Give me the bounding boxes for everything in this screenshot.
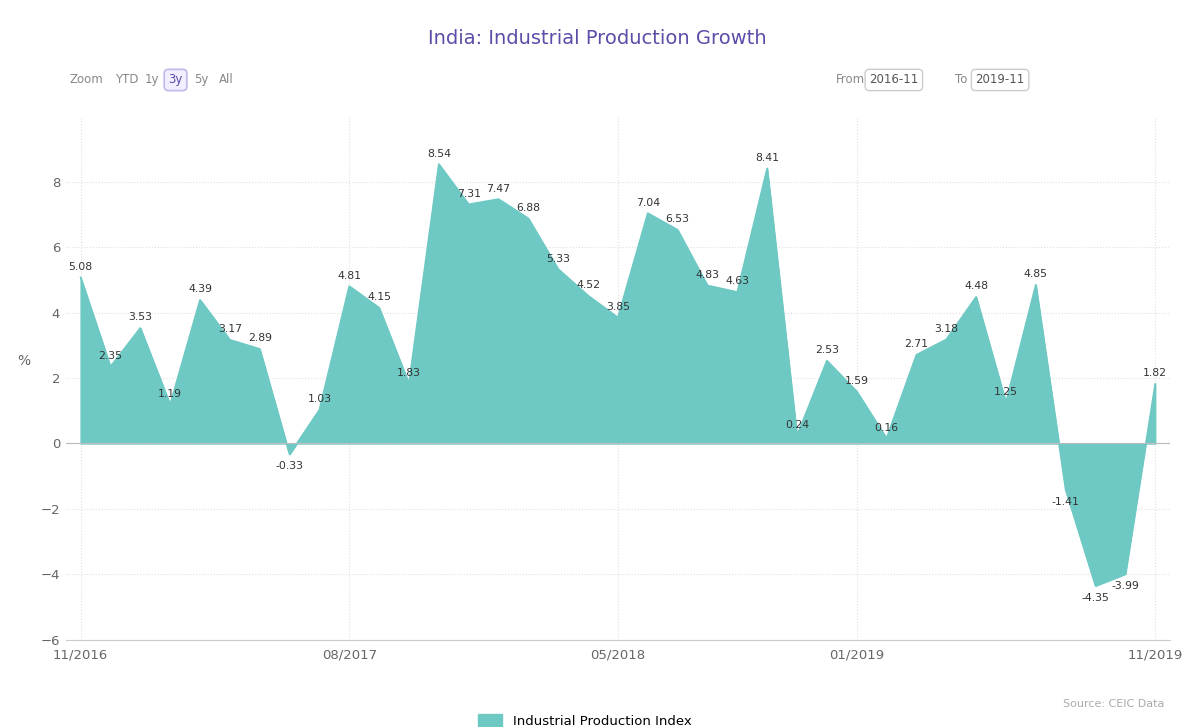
Y-axis label: %: % xyxy=(17,353,30,368)
Text: 7.04: 7.04 xyxy=(635,198,660,208)
Text: 5y: 5y xyxy=(195,73,209,87)
Text: -1.41: -1.41 xyxy=(1052,497,1079,507)
Text: 2.89: 2.89 xyxy=(247,334,272,343)
Text: 7.47: 7.47 xyxy=(486,183,511,193)
Text: 4.85: 4.85 xyxy=(1023,269,1048,279)
Text: 6.88: 6.88 xyxy=(516,203,541,213)
Text: 3.53: 3.53 xyxy=(128,313,153,323)
Text: -4.35: -4.35 xyxy=(1082,593,1109,603)
Text: From: From xyxy=(836,73,864,87)
Text: Source: CEIC Data: Source: CEIC Data xyxy=(1063,699,1164,709)
Legend: Industrial Production Index: Industrial Production Index xyxy=(479,715,691,727)
Text: 3.18: 3.18 xyxy=(934,324,959,334)
Text: 3y: 3y xyxy=(168,73,183,87)
Text: 8.41: 8.41 xyxy=(755,153,780,163)
Text: YTD: YTD xyxy=(115,73,139,87)
Text: 4.52: 4.52 xyxy=(576,280,601,290)
Text: 3.85: 3.85 xyxy=(605,302,630,312)
Text: 1y: 1y xyxy=(144,73,159,87)
Text: 2016-11: 2016-11 xyxy=(869,73,918,87)
Text: -3.99: -3.99 xyxy=(1112,581,1139,591)
Text: 1.59: 1.59 xyxy=(844,376,869,386)
Text: 5.33: 5.33 xyxy=(546,254,571,264)
Text: 4.39: 4.39 xyxy=(187,284,213,294)
Text: 0.16: 0.16 xyxy=(874,422,899,433)
Text: 3.17: 3.17 xyxy=(217,324,242,334)
Text: 6.53: 6.53 xyxy=(665,214,690,224)
Text: 2019-11: 2019-11 xyxy=(975,73,1024,87)
Text: 4.63: 4.63 xyxy=(725,276,750,286)
Text: Zoom: Zoom xyxy=(69,73,103,87)
Text: 2.53: 2.53 xyxy=(814,345,839,356)
Text: To: To xyxy=(955,73,967,87)
Text: 2.35: 2.35 xyxy=(98,351,123,361)
Text: 5.08: 5.08 xyxy=(68,262,93,272)
Text: 1.83: 1.83 xyxy=(396,368,421,378)
Text: 4.81: 4.81 xyxy=(337,270,362,281)
Text: All: All xyxy=(219,73,233,87)
Text: 7.31: 7.31 xyxy=(456,189,481,198)
Text: 8.54: 8.54 xyxy=(426,148,451,158)
Text: 4.15: 4.15 xyxy=(367,292,392,302)
Text: 4.83: 4.83 xyxy=(695,270,720,280)
Text: India: Industrial Production Growth: India: Industrial Production Growth xyxy=(427,29,767,48)
Text: 1.03: 1.03 xyxy=(307,394,332,404)
Text: 4.48: 4.48 xyxy=(964,281,989,292)
Text: 1.82: 1.82 xyxy=(1143,369,1168,378)
Text: 1.19: 1.19 xyxy=(158,389,183,399)
Text: 0.24: 0.24 xyxy=(784,420,810,430)
Text: 2.71: 2.71 xyxy=(904,340,929,349)
Text: -0.33: -0.33 xyxy=(276,462,303,472)
Text: 1.25: 1.25 xyxy=(993,387,1018,397)
